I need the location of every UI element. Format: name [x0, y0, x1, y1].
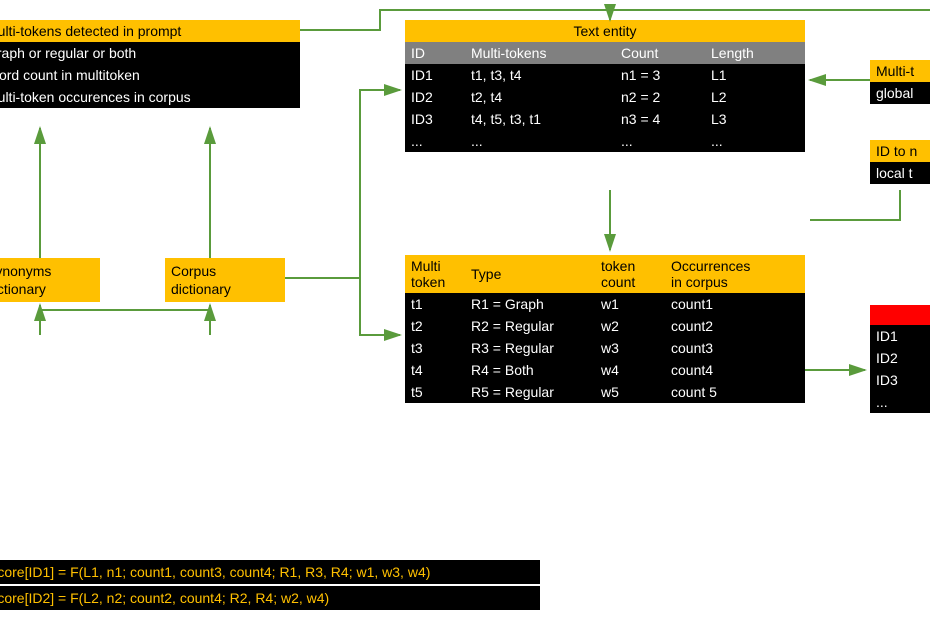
id-list-3: ...: [870, 391, 930, 413]
synonyms-dictionary: Synonyms dictionary: [0, 258, 100, 302]
mt-h3: Occurrences in corpus: [665, 255, 805, 293]
corpus-line1: Corpus: [171, 262, 279, 280]
id-list-2: ID3: [870, 369, 930, 391]
id-list-1: ID2: [870, 347, 930, 369]
synonyms-line1: Synonyms: [0, 262, 94, 280]
multi-global-body: global: [870, 82, 930, 104]
corpus-line2: dictionary: [171, 280, 279, 298]
id-local-box: ID to n local t: [870, 140, 930, 184]
te-h2: Count: [615, 42, 705, 64]
te-h1: Multi-tokens: [465, 42, 615, 64]
multitokens-row-1: Word count in multitoken: [0, 64, 300, 86]
multi-global-title: Multi-t: [870, 60, 930, 82]
multitokens-title: Multi-tokens detected in prompt: [0, 20, 300, 42]
multi-global-box: Multi-t global: [870, 60, 930, 104]
id-local-body: local t: [870, 162, 930, 184]
id-list-0: ID1: [870, 325, 930, 347]
mt-h0: Multi token: [405, 255, 465, 293]
formula-score-id2: Score[ID2] = F(L2, n2; count2, count4; R…: [0, 586, 540, 610]
synonyms-line2: dictionary: [0, 280, 94, 298]
mt-h2: token count: [595, 255, 665, 293]
te-h3: Length: [705, 42, 805, 64]
id-list-red-header: [870, 305, 930, 325]
mt-h1: Type: [465, 255, 595, 293]
text-entity-title: Text entity: [405, 20, 805, 42]
multitokens-row-2: Multi-token occurences in corpus: [0, 86, 300, 108]
formula-score-id1: Score[ID1] = F(L1, n1; count1, count3, c…: [0, 560, 540, 584]
multitokens-row-0: Graph or regular or both: [0, 42, 300, 64]
id-list-box: ID1 ID2 ID3 ...: [870, 305, 930, 413]
te-h0: ID: [405, 42, 465, 64]
multitoken-table: Multi token Type token count Occurrences…: [405, 255, 805, 403]
multitokens-box: Multi-tokens detected in prompt Graph or…: [0, 20, 300, 108]
text-entity-table: Text entity ID Multi-tokens Count Length…: [405, 20, 805, 152]
id-local-title: ID to n: [870, 140, 930, 162]
corpus-dictionary: Corpus dictionary: [165, 258, 285, 302]
